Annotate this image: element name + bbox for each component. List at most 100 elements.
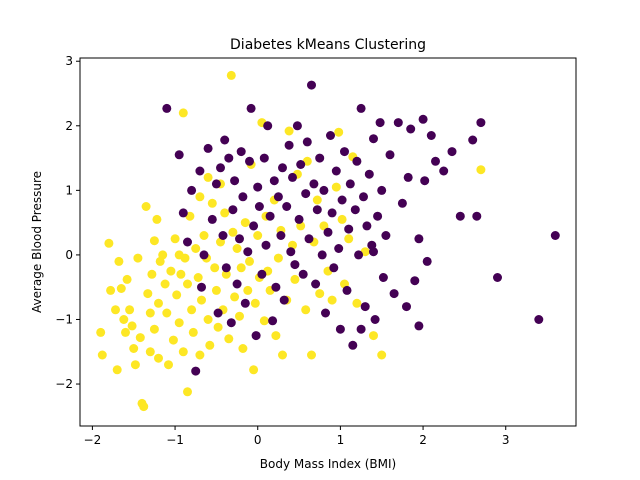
data-point [329,263,339,273]
y-axis-ticks: −2 −1 0 1 2 3 [55,54,80,391]
data-point [323,227,333,237]
x-tick-label: −1 [166,433,184,447]
data-point [195,350,205,360]
x-axis-ticks: −2 −1 0 1 2 3 [84,426,510,447]
data-point [245,156,254,166]
data-point [375,118,385,128]
data-point [199,231,209,240]
data-point [389,289,399,299]
data-point [312,205,322,215]
y-tick-label: 2 [65,119,73,133]
data-point [121,327,130,337]
data-point [226,70,236,80]
data-point [240,218,250,228]
data-point [263,121,273,131]
data-point [188,327,198,337]
data-point [119,315,129,324]
data-point [210,263,220,273]
chart-title: Diabetes kMeans Clustering [230,37,426,53]
data-point [145,308,155,318]
data-point [250,298,260,308]
data-point [166,266,176,276]
data-point [129,344,139,353]
data-point [149,236,159,246]
plot-frame [79,57,577,427]
data-point [249,365,259,375]
data-point [112,365,122,375]
data-point [96,327,106,337]
data-point [381,231,391,240]
data-point [331,182,341,192]
data-point [331,166,341,176]
data-point [236,147,246,157]
data-point [154,353,163,363]
data-point [360,302,370,312]
data-point [298,269,308,279]
data-point [149,324,159,334]
data-point [154,298,163,308]
data-point [321,308,330,318]
data-point [160,279,170,289]
data-point [344,234,354,244]
data-point [207,198,217,208]
data-point [447,147,457,157]
data-point [187,305,197,315]
data-point [235,311,244,321]
data-point [269,176,279,186]
data-point [143,289,153,299]
data-point [352,156,362,166]
data-point [261,240,271,250]
data-point [431,156,440,166]
data-point [284,126,294,136]
data-point [195,166,205,176]
data-point [257,269,267,279]
data-point [362,221,372,231]
data-point [197,295,206,305]
data-point [106,285,116,295]
x-tick-label: 0 [254,433,262,447]
data-point [301,305,311,315]
data-point [221,263,231,273]
data-point [369,134,378,144]
data-point [243,247,253,257]
data-point [302,137,312,147]
data-point [183,387,192,397]
data-point [203,143,213,153]
data-point [232,244,242,253]
x-tick-label: 1 [337,433,345,447]
data-point [141,202,151,211]
data-point [271,282,281,292]
data-point [344,224,354,234]
data-point [315,153,325,163]
data-point [213,308,223,318]
data-point [406,124,416,134]
data-point [290,274,300,284]
data-point [174,318,184,328]
data-point [426,131,436,140]
data-point [317,250,327,260]
data-point [364,169,374,179]
data-point [164,360,173,370]
data-point [224,334,234,344]
data-point [335,324,345,334]
data-point [309,179,319,189]
data-point [104,238,114,248]
data-point [230,176,240,186]
data-point [319,185,329,195]
data-point [232,279,242,289]
data-point [418,114,428,124]
x-axis-label: Body Mass Index (BMI) [260,457,396,471]
data-point [211,179,221,189]
data-point [284,140,294,150]
data-point [307,80,316,90]
data-point [133,253,143,263]
data-point [228,205,238,215]
data-point [195,192,205,202]
data-point [472,211,482,221]
data-point [216,163,225,173]
y-tick-label: −1 [55,312,73,326]
data-point [370,315,380,324]
data-point [476,118,486,128]
data-point [172,290,182,300]
data-point [114,256,124,266]
